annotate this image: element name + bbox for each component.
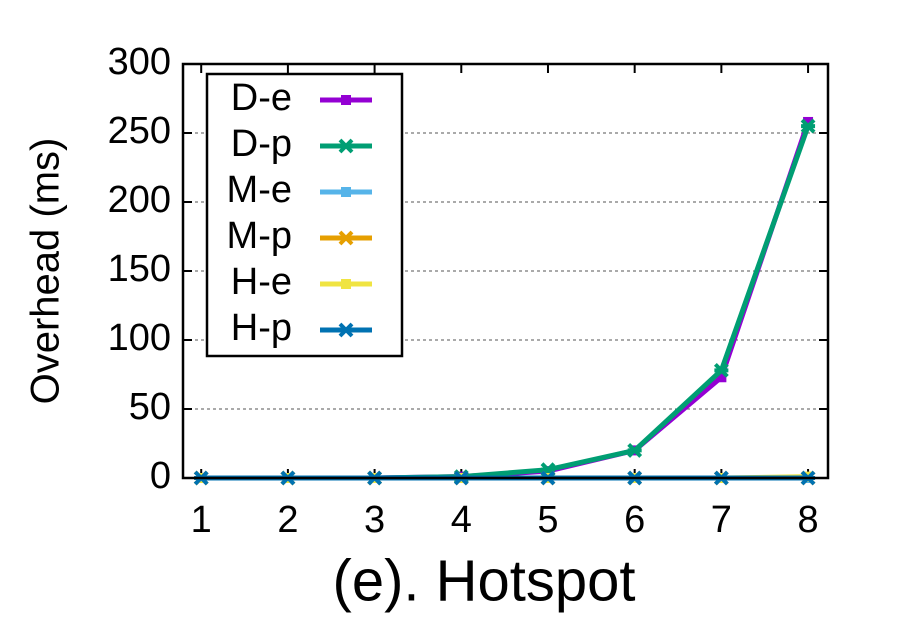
marker: [627, 442, 643, 458]
legend-marker: [338, 322, 354, 338]
legend-marker: [338, 138, 354, 154]
legend-label: H-p: [231, 307, 292, 349]
legend-label: D-p: [231, 123, 292, 165]
legend-label: H-e: [231, 261, 292, 303]
y-tick-label: 50: [129, 386, 171, 428]
plot-frame: [181, 62, 830, 480]
y-tick-label: 200: [108, 179, 171, 221]
legend-label: M-p: [227, 215, 292, 257]
x-tick-label: 1: [191, 499, 212, 541]
y-tick-label: 300: [108, 41, 171, 83]
legend-label: D-e: [231, 77, 292, 119]
legend: D-eD-pM-eM-pH-eH-p: [205, 72, 404, 358]
legend-marker: [341, 187, 351, 197]
x-tick-label: 7: [711, 499, 732, 541]
marker: [803, 116, 814, 127]
legend-marker: [338, 230, 354, 246]
x-tick-label: 6: [624, 499, 645, 541]
y-tick-label: 0: [150, 455, 171, 497]
marker: [716, 372, 727, 383]
x-tick-label: 4: [451, 499, 472, 541]
y-tick-label: 150: [108, 248, 171, 290]
marker: [713, 362, 729, 378]
chart-title: (e). Hotspot: [333, 548, 636, 613]
marker: [800, 118, 816, 134]
legend-marker: [341, 95, 351, 105]
x-tick-label: 8: [797, 499, 818, 541]
legend-label: M-e: [227, 169, 292, 211]
legend-box: [205, 72, 404, 358]
y-tick-label: 250: [108, 110, 171, 152]
x-tick-label: 5: [537, 499, 558, 541]
y-tick-label: 100: [108, 317, 171, 359]
legend-marker: [341, 279, 351, 289]
x-tick-label: 3: [364, 499, 385, 541]
x-tick-label: 2: [277, 499, 298, 541]
y-axis-label: Overhead (ms): [24, 138, 68, 405]
